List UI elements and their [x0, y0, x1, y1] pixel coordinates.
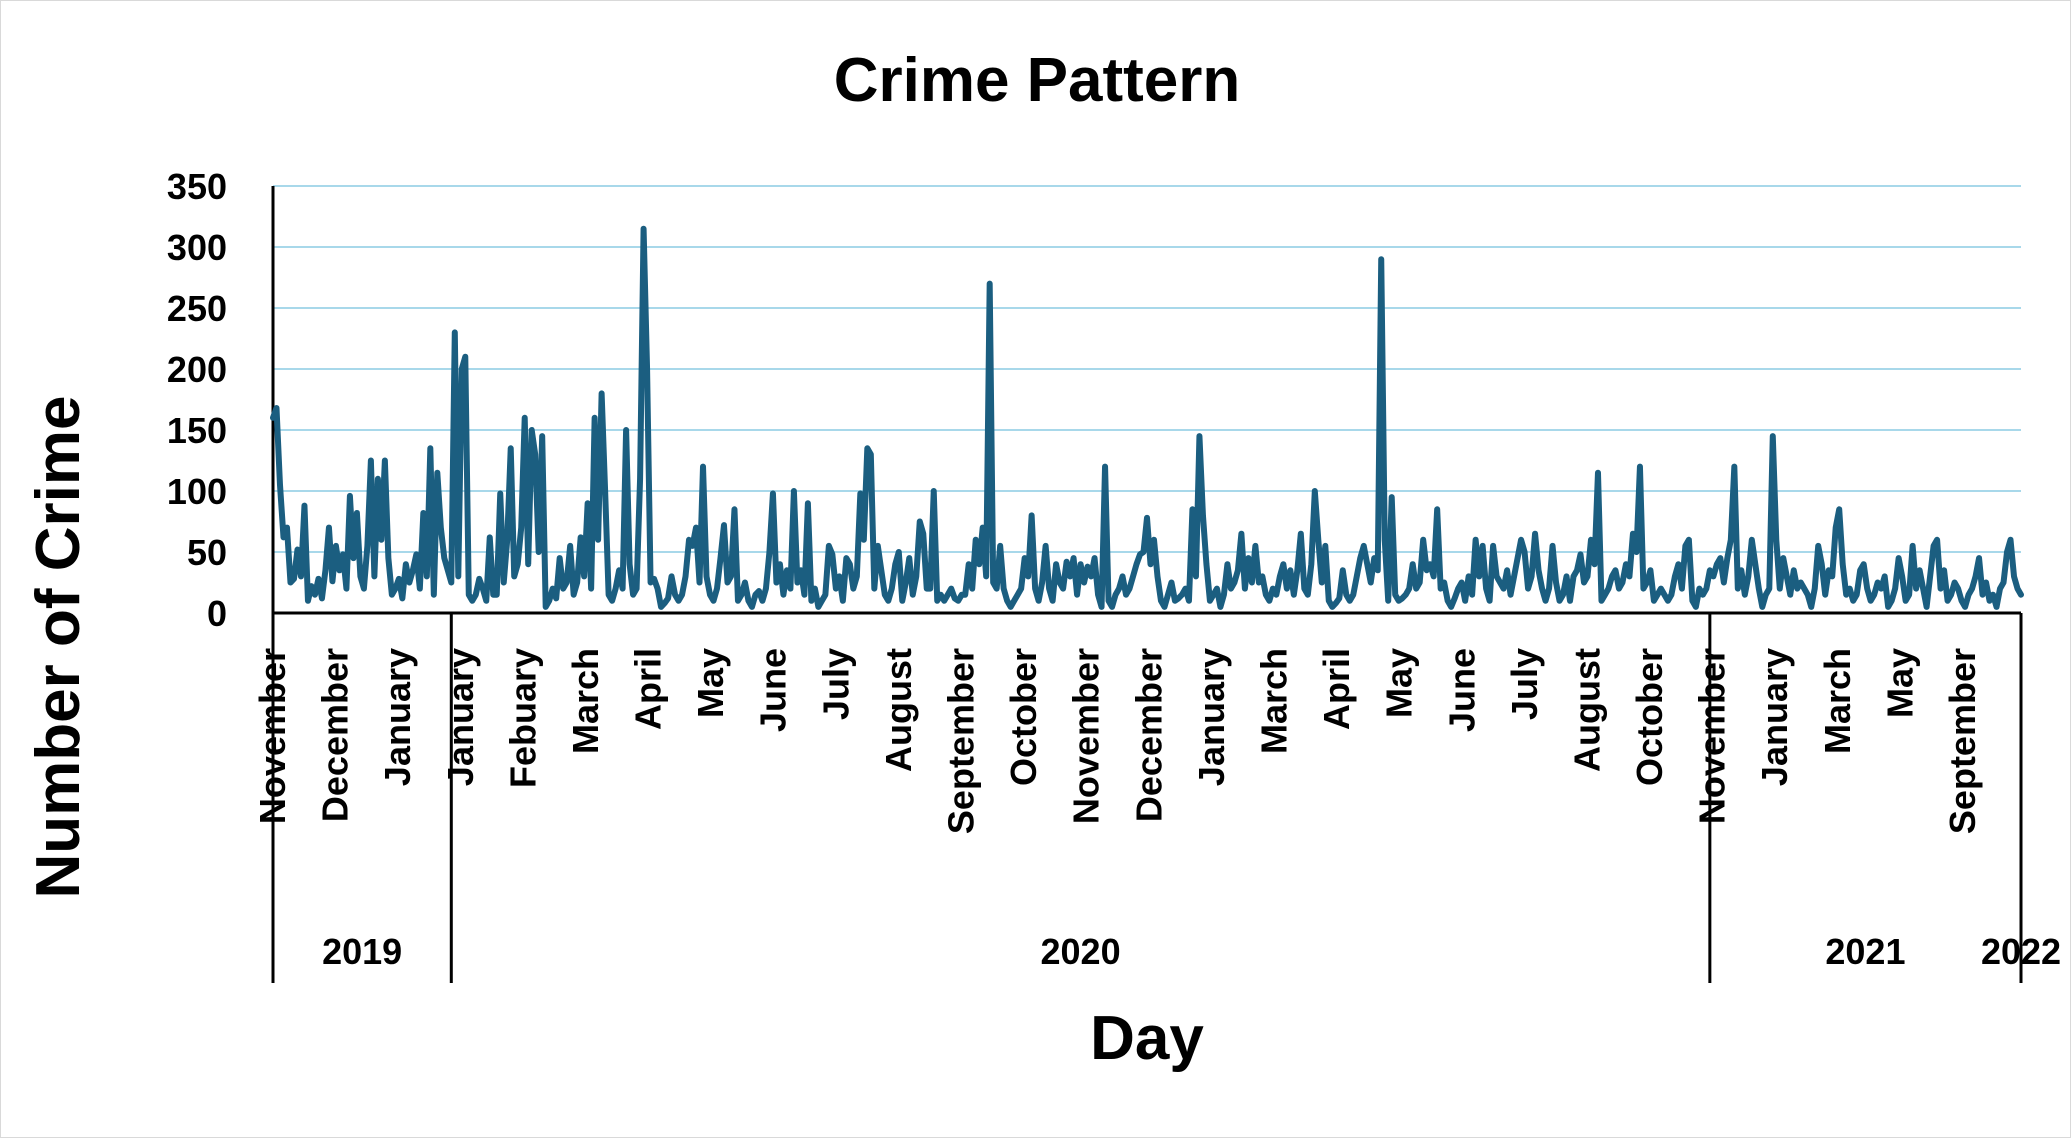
y-tick-label: 50 [187, 532, 227, 573]
chart-title: Crime Pattern [834, 46, 1241, 115]
x-month-label: January [377, 648, 418, 786]
x-month-label: May [690, 648, 731, 718]
x-month-label: August [878, 648, 919, 772]
x-month-label: September [1942, 648, 1983, 834]
x-month-label: November [1066, 648, 1107, 824]
x-month-label: May [1879, 648, 1920, 718]
x-month-label: March [1817, 648, 1858, 754]
x-month-label: January [1754, 648, 1795, 786]
x-month-label: January [1191, 648, 1232, 786]
x-month-label: Febuary [502, 648, 543, 788]
x-month-labels: November December January January Febuary Mar… [252, 648, 1983, 834]
x-month-label: June [1441, 648, 1482, 732]
x-month-label: November [1692, 648, 1733, 824]
x-year-label: 2019 [322, 931, 402, 972]
y-tick-label: 100 [167, 471, 227, 512]
x-month-label: May [1379, 648, 1420, 718]
x-month-label: July [815, 648, 856, 720]
x-month-label: June [753, 648, 794, 732]
series-line [270, 225, 2024, 610]
axis-lines [271, 186, 2021, 615]
y-tick-labels: 0 50 100 150 200 250 300 350 [167, 166, 227, 634]
x-month-label: December [315, 648, 356, 822]
gridlines [273, 185, 2021, 553]
x-month-label: October [1629, 648, 1670, 786]
x-month-label: January [440, 648, 481, 786]
y-tick-label: 350 [167, 166, 227, 207]
y-tick-label: 300 [167, 227, 227, 268]
x-month-label: March [1253, 648, 1294, 754]
y-axis-title: Number of Crime [24, 396, 93, 899]
x-month-label: April [1316, 648, 1357, 730]
y-tick-label: 250 [167, 288, 227, 329]
x-year-labels: 2019 2020 2021 2022 [271, 613, 2061, 983]
y-tick-label: 150 [167, 410, 227, 451]
series-line-group [270, 225, 2024, 610]
x-year-label: 2020 [1041, 931, 1121, 972]
x-year-label: 2022 [1981, 931, 2061, 972]
x-axis-title: Day [1090, 1004, 1204, 1073]
y-tick-label: 0 [207, 593, 227, 634]
x-month-label: October [1003, 648, 1044, 786]
y-tick-label: 200 [167, 349, 227, 390]
x-month-label: September [941, 648, 982, 834]
x-month-label: August [1566, 648, 1607, 772]
x-year-label: 2021 [1825, 931, 1905, 972]
x-month-label: March [565, 648, 606, 754]
x-month-label: April [628, 648, 669, 730]
x-month-label: December [1128, 648, 1169, 822]
x-month-label: July [1504, 648, 1545, 720]
